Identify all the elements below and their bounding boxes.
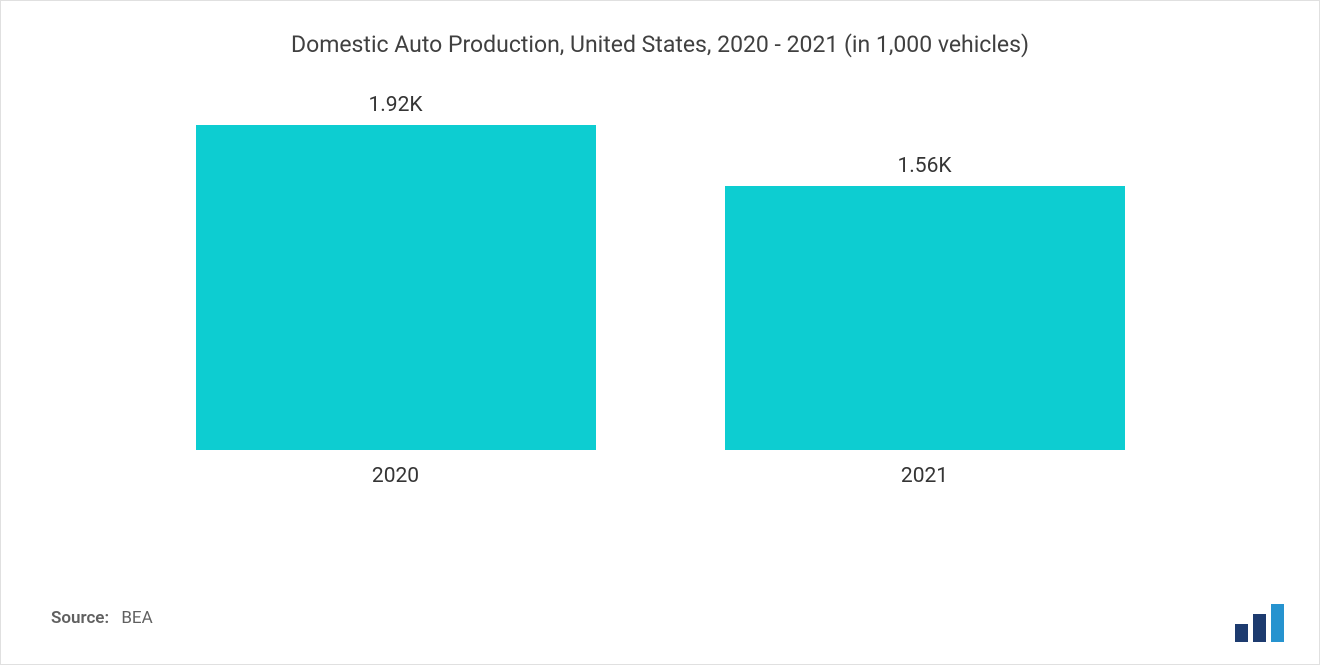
bar-label-2021: 2021 [901, 464, 948, 488]
source-label: Source: [51, 608, 109, 628]
bar-group-2020: 1.92K 2020 [196, 93, 596, 488]
bars-area: 1.92K 2020 1.56K 2021 [51, 118, 1269, 488]
bar-label-2020: 2020 [372, 464, 419, 488]
chart-container: Domestic Auto Production, United States,… [1, 1, 1319, 664]
bar-2021 [725, 186, 1125, 450]
brand-logo-icon [1233, 602, 1289, 642]
bar-2020 [196, 125, 596, 450]
bar-value-2020: 1.92K [368, 93, 422, 117]
bar-value-2021: 1.56K [897, 154, 951, 178]
bar-group-2021: 1.56K 2021 [725, 154, 1125, 488]
source-line: Source: BEA [51, 608, 153, 628]
chart-title: Domestic Auto Production, United States,… [51, 31, 1269, 58]
source-value: BEA [121, 608, 152, 628]
